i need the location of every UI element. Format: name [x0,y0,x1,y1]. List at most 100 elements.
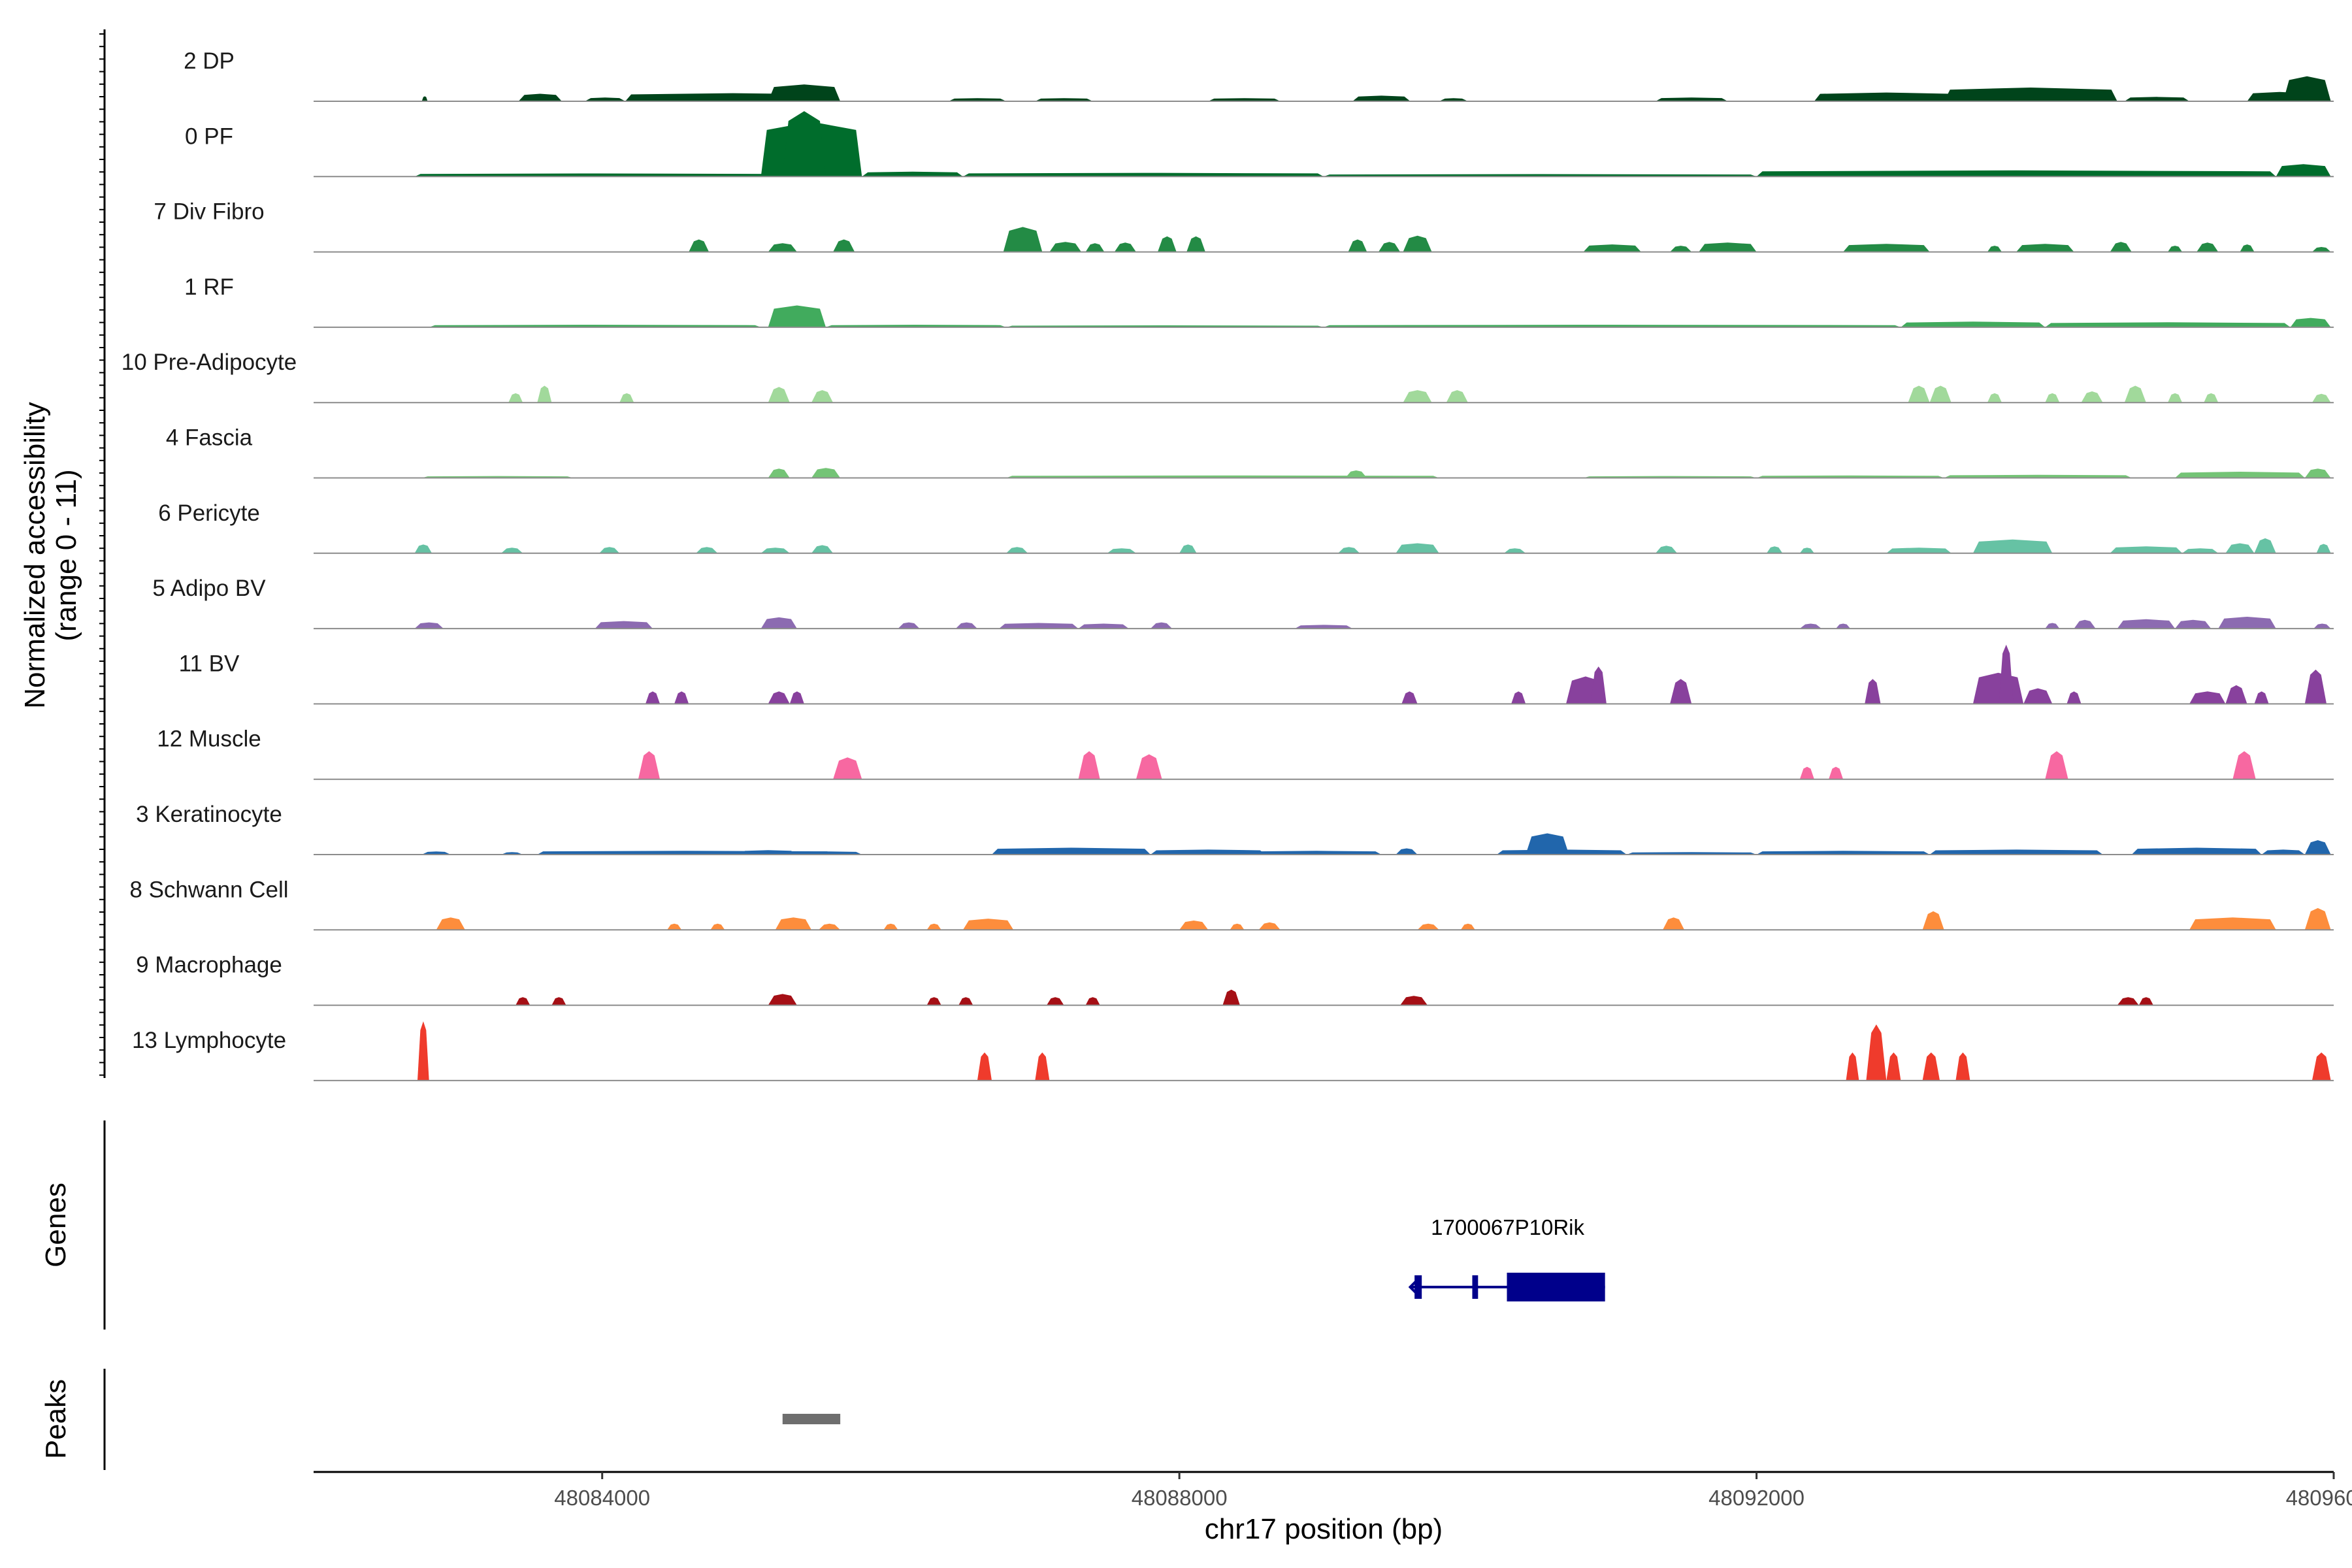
coverage-peak [421,851,451,855]
coverage-peak [1114,242,1136,252]
coverage-peak [2138,997,2153,1005]
coverage-peak [2131,847,2262,855]
coverage-peak [1999,644,2014,704]
coverage-peak [537,385,552,403]
coverage-peak [1151,622,1173,629]
gene-annotation: 1700067P10Rik [1408,1215,1605,1301]
coverage-peak [1179,921,1209,930]
coverage-peak [1972,672,2024,704]
track-label: 9 Macrophage [136,953,282,978]
coverage-peak [768,468,790,478]
coverage-peak [667,923,682,930]
coverage-peak [789,851,862,855]
coverage-peak [768,994,797,1005]
gene-exon [1507,1273,1605,1301]
coverage-peak [768,691,790,704]
coverage-peak [1403,390,1432,403]
coverage-peak [768,243,797,252]
coverage-peak [1078,751,1100,779]
track-6: 4 Fascia [166,425,2334,479]
coverage-peak [2261,849,2305,855]
coverage-peak [2218,617,2276,629]
x-tick-label: 48088000 [1132,1486,1228,1510]
coverage-peak [782,111,826,177]
coverage-peak [2045,393,2060,403]
coverage-peak [926,997,941,1005]
coverage-peak [619,393,634,403]
coverage-peak [414,173,776,177]
track-label: 1 RF [184,274,234,300]
coverage-peak [1179,544,1197,553]
coverage-peak [1799,547,1814,553]
coverage-peak [1047,997,1064,1005]
coverage-peak [1006,547,1028,553]
coverage-peak [2182,548,2219,553]
x-axis-ticks: 48084000 48088000 48092000 48096000 [554,1472,2352,1510]
coverage-peak [999,623,1079,629]
coverage-peak [1078,623,1129,629]
y-axis-range: (range 0 - 11) [50,469,82,641]
coverage-peak [2225,685,2247,704]
coverage-peak [1799,766,1814,779]
track-label: 5 Adipo BV [152,576,266,601]
coverage-peak [1799,623,1821,629]
track-label: 13 Lymphocyte [132,1028,286,1053]
track-label: 3 Keratinocyte [136,802,282,827]
x-tick-label: 48084000 [554,1486,650,1510]
coverage-peak [2290,318,2331,327]
coverage-peak [1886,547,1952,553]
track-1: 2 DP [184,48,2334,102]
coverage-peak [1208,98,1281,101]
track-label: 0 PF [185,123,233,149]
coverage-peak [1756,851,1930,855]
coverage-peak [883,923,898,930]
x-axis-title: chr17 position (bp) [1205,1513,1443,1545]
track-label: 4 Fascia [166,425,253,451]
coverage-peak [2240,244,2255,252]
coverage-peak [2189,917,2276,930]
strand-arrow-icon [1408,1278,1419,1296]
coverage-peak [1670,246,1692,252]
coverage-peak [1417,923,1439,930]
y-axis-title: Normalized accessibility [19,402,51,708]
coverage-tracks: 2 DP 0 PF 7 Div Fibro 1 RF 10 Pre-Adipocyte 4… [122,48,2334,1081]
coverage-peak [2081,391,2103,403]
coverage-peak [1836,623,1851,629]
coverage-peak [2254,538,2276,553]
track-label: 7 Div Fibro [154,199,264,225]
track-13: 9 Macrophage [136,953,2334,1006]
coverage-peak [2225,543,2255,553]
coverage-peak [1756,170,2276,177]
track-12: 8 Schwann Cell [129,877,2334,931]
coverage-peak [1396,543,1439,553]
coverage-peak [1258,922,1281,930]
coverage-peak [2117,619,2176,629]
coverage-peak [768,387,790,403]
gene-name: 1700067P10Rik [1431,1215,1584,1239]
coverage-peak [414,622,444,629]
coverage-peak [833,757,862,779]
track-5: 10 Pre-Adipocyte [122,350,2334,404]
coverage-peak [2168,246,2183,252]
coverage-peak [1929,849,2103,855]
coverage-peak [2197,242,2219,252]
coverage-peak [977,1052,992,1081]
track-7: 6 Pericyte [158,500,2334,554]
coverage-peak [2117,997,2139,1005]
track-2: 0 PF [185,111,2334,178]
coverage-peak [1338,547,1360,553]
coverage-peak [1378,242,1401,252]
coverage-peak [1396,848,1418,855]
coverage-peak [515,997,531,1005]
peaks-panel-label: Peaks [40,1379,72,1459]
coverage-peak [1348,239,1367,252]
coverage-peak [436,917,465,930]
coverage-peak [2110,546,2183,553]
coverage-peak [1886,1052,1901,1081]
coverage-peak [674,691,689,704]
coverage-peak [1829,766,1844,779]
coverage-peak [1151,849,1266,855]
coverage-peak [1251,851,1382,855]
coverage-peak [1400,996,1428,1005]
coverage-peak [1656,97,1728,101]
